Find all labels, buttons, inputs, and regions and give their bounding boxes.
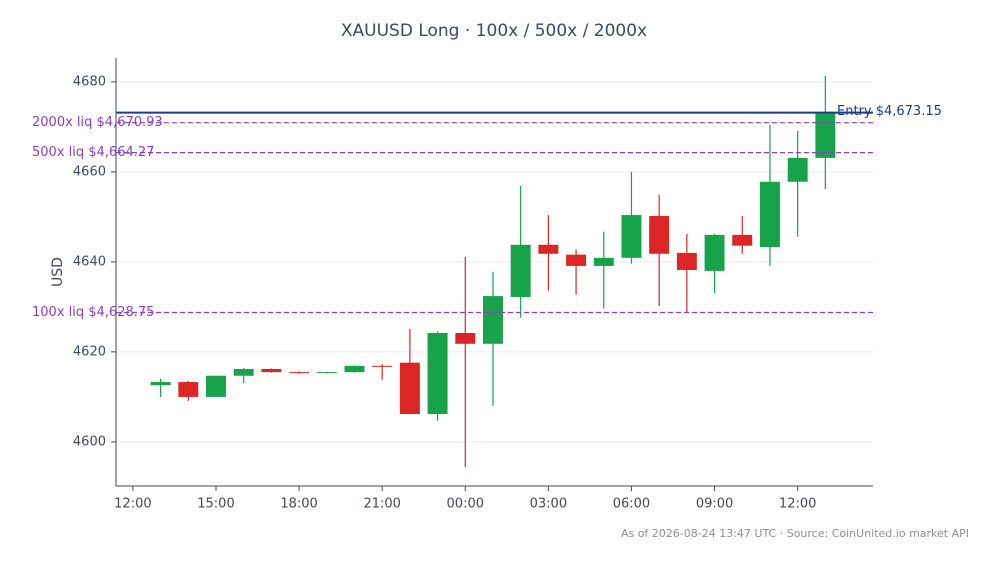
y-tick-label: 4660 <box>73 164 106 179</box>
x-tick-label: 12:00 <box>779 497 816 512</box>
x-tick-label: 15:00 <box>197 497 234 512</box>
reference-label: Entry $4,673.15 <box>837 104 942 119</box>
candle-body <box>233 368 254 376</box>
candle-body <box>483 296 503 344</box>
candle-body <box>593 257 614 266</box>
candle-body <box>206 375 226 397</box>
x-tick-label: 03:00 <box>530 497 567 512</box>
x-tick-label: 00:00 <box>447 497 484 512</box>
candle-body <box>261 368 282 373</box>
candle-body <box>455 332 476 344</box>
candle-body <box>316 372 337 374</box>
candle-body <box>510 244 531 297</box>
footnote: As of 2026-08-24 13:47 UTC · Source: Coi… <box>621 527 969 540</box>
y-axis-label: USD <box>50 257 66 287</box>
candle-body <box>787 157 808 182</box>
candle-body <box>815 112 836 158</box>
x-tick-label: 06:00 <box>613 497 650 512</box>
reference-label: 100x liq $4,628.75 <box>32 305 154 320</box>
candle-body <box>621 215 642 258</box>
x-tick-label: 12:00 <box>114 497 151 512</box>
candle-body <box>427 332 448 414</box>
candle-body <box>178 382 199 397</box>
candle-body <box>566 254 587 266</box>
reference-label: 2000x liq $4,670.93 <box>32 115 163 130</box>
candle-body <box>344 365 365 373</box>
reference-label: 500x liq $4,664.27 <box>32 145 154 160</box>
candle-body <box>150 382 171 386</box>
y-tick-label: 4640 <box>73 254 106 269</box>
candle-body <box>732 234 753 246</box>
chart-title: XAUUSD Long · 100x / 500x / 2000x <box>341 21 647 41</box>
x-tick-label: 09:00 <box>696 497 733 512</box>
candle-body <box>704 234 725 271</box>
candle-body <box>649 215 670 254</box>
x-tick-label: 18:00 <box>280 497 317 512</box>
candle-body <box>289 372 310 374</box>
y-tick-label: 4600 <box>73 434 106 449</box>
candle-body <box>372 365 393 367</box>
candle-body <box>538 244 559 254</box>
y-tick-label: 4680 <box>73 74 106 89</box>
candle-body <box>676 252 697 270</box>
candle-body <box>399 362 420 414</box>
candle-body <box>759 181 780 248</box>
x-tick-label: 21:00 <box>363 497 400 512</box>
y-tick-label: 4620 <box>73 344 106 359</box>
